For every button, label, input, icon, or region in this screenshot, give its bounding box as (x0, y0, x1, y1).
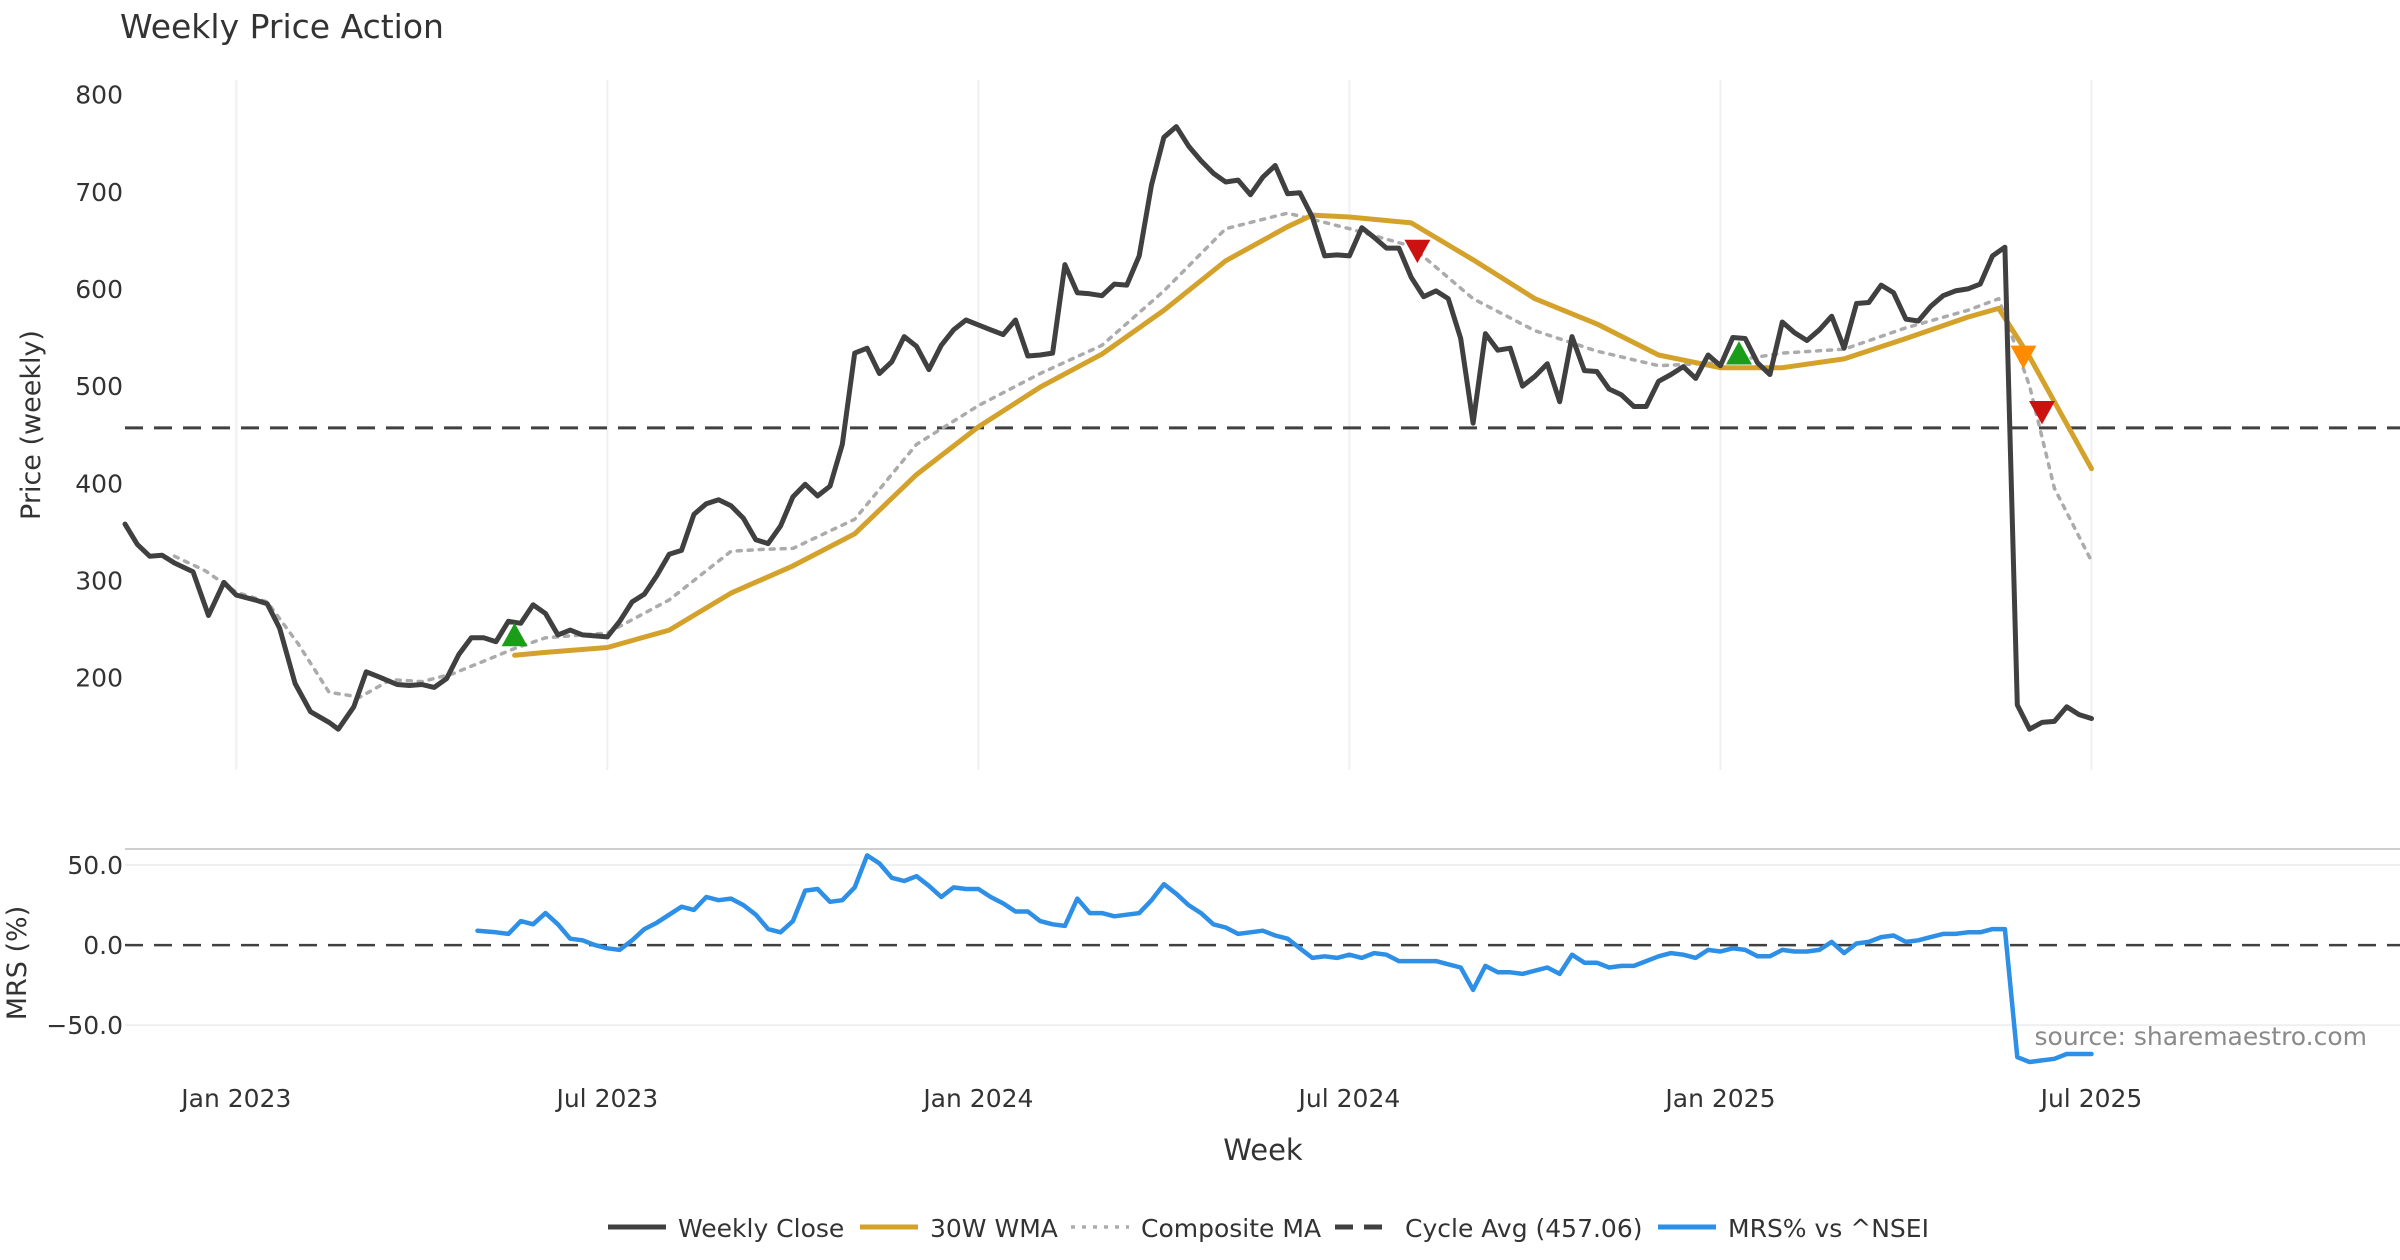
marker-triangle-down-4 (2029, 401, 2055, 425)
source-note: source: sharemaestro.com (2035, 1022, 2368, 1051)
x-tick-label-jan-2025: Jan 2025 (1663, 1084, 1775, 1113)
legend-label-weekly-close: Weekly Close (678, 1214, 844, 1243)
price-y-axis: 200 300 400 500 600 700 800 (75, 81, 123, 693)
price-y-tick-500: 500 (75, 372, 123, 401)
marker-triangle-down-1 (1404, 239, 1431, 264)
price-y-axis-label: Price (weekly) (16, 330, 47, 520)
x-tick-label-jan-2023: Jan 2023 (179, 1084, 291, 1113)
marker-triangle-up-0 (501, 622, 528, 647)
chart-title: Weekly Price Action (120, 7, 444, 46)
price-y-tick-300: 300 (75, 566, 123, 595)
mrs-y-axis-label: MRS (%) (2, 906, 33, 1021)
legend-label-composite-ma: Composite MA (1141, 1214, 1321, 1243)
price-y-tick-800: 800 (75, 81, 123, 110)
mrs-y-axis: −50.0 0.0 50.0 (46, 851, 123, 1040)
x-tick-label-jul-2025: Jul 2025 (2039, 1084, 2143, 1113)
x-tick-label-jan-2024: Jan 2024 (921, 1084, 1033, 1113)
x-tick-label-jul-2024: Jul 2024 (1297, 1084, 1401, 1113)
marker-triangle-down-3 (2010, 345, 2037, 369)
x-axis: Jan 2023 Jul 2023 Jan 2024 Jul 2024 Jan 2025… (179, 1084, 2142, 1113)
price-y-tick-400: 400 (75, 469, 123, 498)
signal-markers (501, 239, 2055, 647)
legend-label-mrs-vs-nsei: MRS% vs ^NSEI (1728, 1214, 1929, 1243)
price-y-tick-600: 600 (75, 275, 123, 304)
mrs-series-group (125, 853, 2400, 1065)
series-mrs-vs-nsei (475, 853, 2094, 1065)
x-axis-label: Week (1223, 1133, 1303, 1167)
legend-label-cycle-avg-457-06: Cycle Avg (457.06) (1405, 1214, 1643, 1243)
mrs-panel-grid (125, 864, 2400, 1027)
series-composite-ma (172, 211, 2094, 699)
legend: Weekly Close 30W WMA Composite MA Cycle Avg… (608, 1214, 1929, 1243)
marker-triangle-up-2 (1726, 341, 1752, 365)
series-weekly-close (122, 124, 2094, 732)
price-y-tick-200: 200 (75, 664, 123, 693)
legend-label-30w-wma: 30W WMA (930, 1214, 1058, 1243)
mrs-y-tick-0: −50.0 (46, 1011, 123, 1040)
mrs-y-tick-2: 50.0 (67, 851, 123, 880)
price-series-group (122, 124, 2400, 732)
price-y-tick-700: 700 (75, 178, 123, 207)
mrs-y-tick-1: 0.0 (83, 931, 123, 960)
x-tick-label-jul-2023: Jul 2023 (554, 1084, 658, 1113)
